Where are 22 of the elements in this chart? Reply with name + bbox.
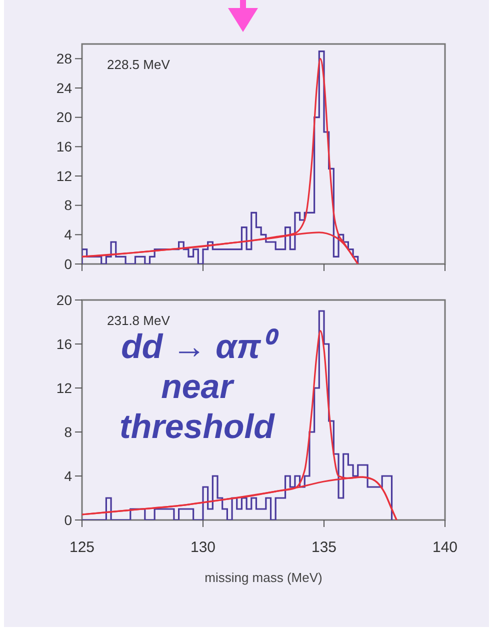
y-tick-label: 16 bbox=[56, 336, 72, 352]
y-tick-label: 8 bbox=[64, 197, 72, 214]
x-tick-label: 140 bbox=[432, 539, 458, 556]
x-axis-title: missing mass (MeV) bbox=[204, 570, 322, 585]
y-tick-label: 12 bbox=[56, 380, 72, 396]
y-tick-label: 0 bbox=[64, 512, 72, 528]
y-tick-label: 20 bbox=[56, 109, 72, 126]
y-tick-label: 8 bbox=[64, 424, 72, 440]
annotation: 228.5 MeV bbox=[107, 57, 170, 72]
y-tick-label: 24 bbox=[56, 80, 72, 96]
x-tick-label: 130 bbox=[190, 539, 216, 556]
x-tick-label: 135 bbox=[311, 539, 337, 556]
x-tick-label: 125 bbox=[69, 539, 95, 556]
annotation: dd → απ⁰ near threshold bbox=[120, 328, 280, 446]
y-tick-label: 12 bbox=[56, 168, 72, 184]
y-tick-label: 28 bbox=[56, 50, 72, 67]
y-tick-label: 4 bbox=[64, 226, 72, 243]
annotation: 231.8 MeV bbox=[107, 313, 170, 328]
y-tick-label: 20 bbox=[56, 292, 72, 308]
y-tick-label: 0 bbox=[64, 256, 72, 272]
y-tick-label: 16 bbox=[56, 138, 72, 155]
y-tick-label: 4 bbox=[64, 468, 72, 484]
